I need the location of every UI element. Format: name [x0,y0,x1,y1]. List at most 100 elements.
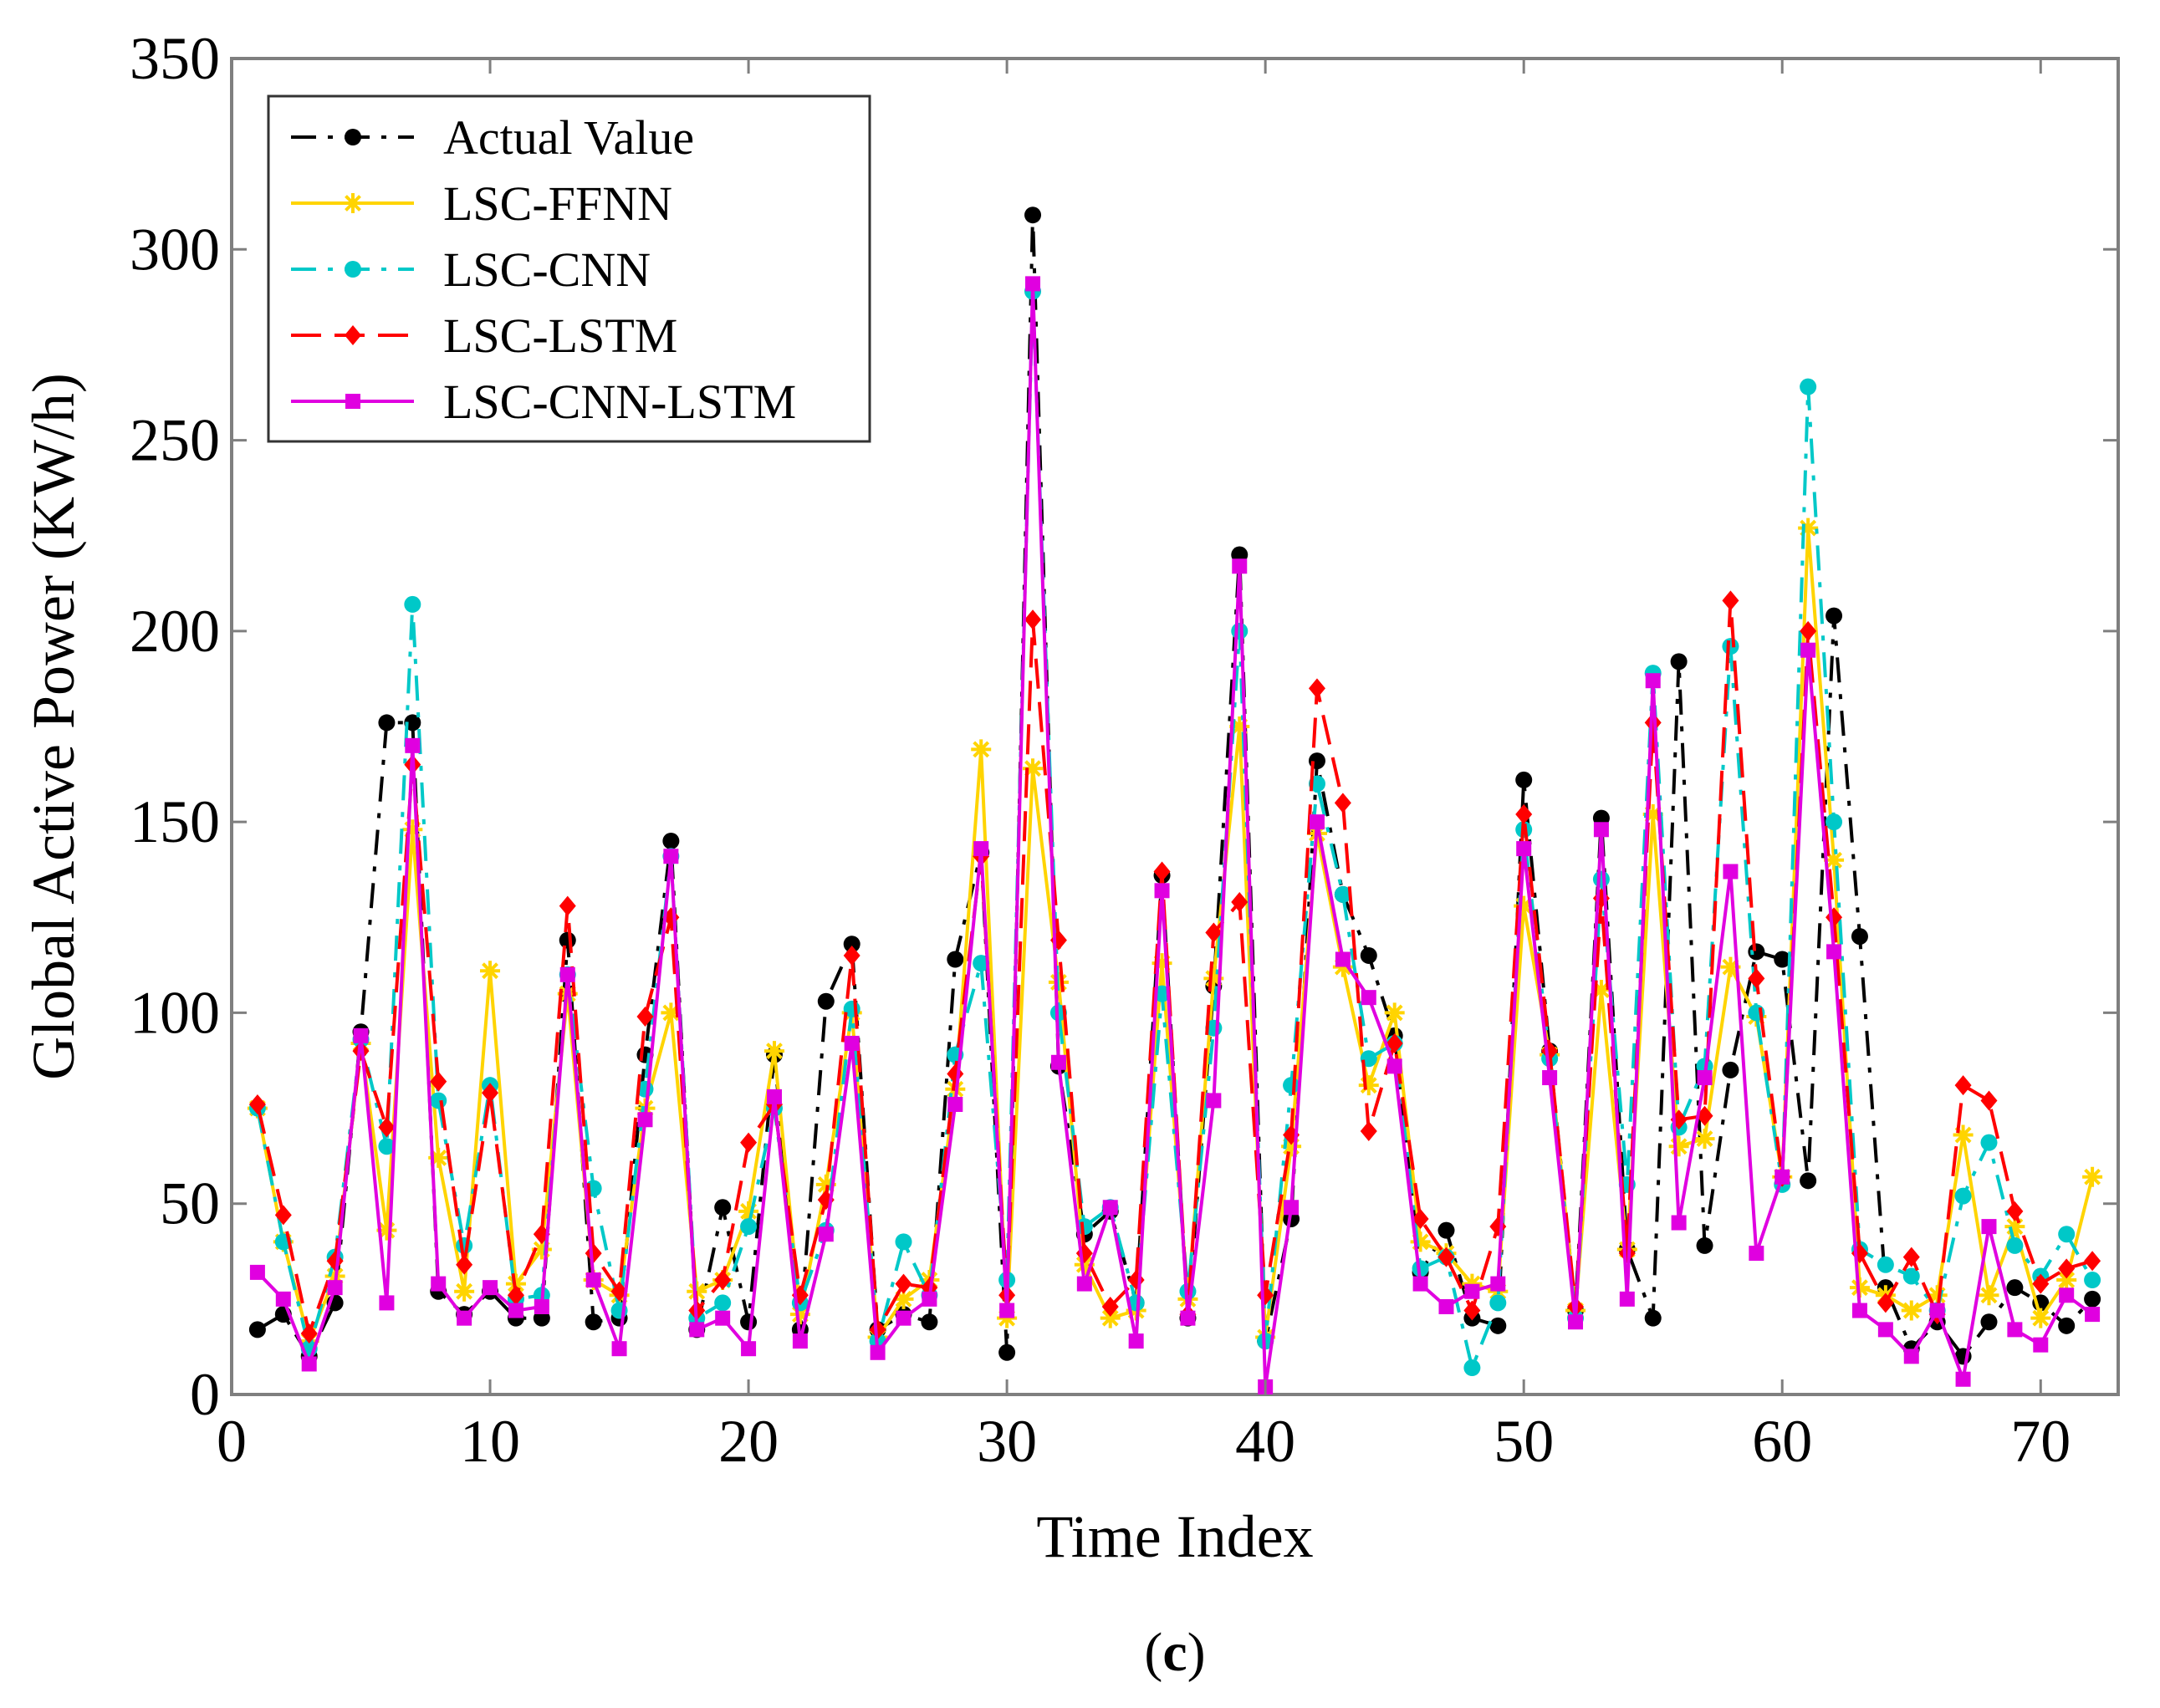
legend-item: LSC-LSTM [291,308,677,363]
data-point [1954,1187,1972,1205]
series-line [256,282,2094,1389]
panel-caption: (c) [1144,1622,1205,1683]
data-point [1696,1105,1713,1126]
data-point [663,849,679,864]
data-point [1902,1247,1920,1267]
data-point [1025,276,1041,292]
data-point [1203,968,1224,989]
data-point [456,1254,473,1275]
data-point [376,1220,397,1241]
data-point [1670,653,1688,670]
data-point [1798,517,1819,538]
data-point [1515,804,1533,825]
data-point [1128,1333,1144,1349]
legend-marker [343,193,363,213]
data-point [428,1147,449,1168]
data-point [740,1313,758,1331]
data-point [2084,1290,2101,1308]
x-tick-label: 50 [1494,1408,1554,1475]
data-point [1335,951,1351,967]
data-point [431,1276,447,1292]
data-point [531,1239,552,1260]
data-point [1232,558,1248,574]
data-point [1902,1267,1920,1285]
data-point [1463,1300,1481,1321]
x-axis-title: Time Index [1036,1503,1313,1570]
data-point [2058,1226,2076,1243]
data-point [1023,758,1044,779]
data-point [1668,1136,1689,1157]
data-point [1102,1200,1118,1216]
data-point [301,1356,317,1372]
x-tick-label: 30 [977,1408,1037,1475]
data-point [1722,638,1739,655]
data-point [2058,1258,2076,1279]
data-point [1437,1221,1455,1239]
data-point [1384,1002,1405,1023]
data-point [1720,956,1741,977]
data-point [844,1035,860,1051]
data-point [922,1291,937,1307]
data-point [1412,1208,1429,1229]
legend-marker [345,325,361,345]
data-point [1927,1285,1948,1306]
data-point [1284,1200,1300,1216]
data-point [714,1199,732,1216]
data-point [1412,1276,1428,1292]
data-point [1877,1322,1893,1338]
y-tick-label: 100 [130,979,220,1046]
data-point [430,1071,447,1092]
data-point [378,1117,396,1138]
data-point [1981,1219,1997,1235]
data-point [405,737,421,753]
data-point [815,1174,836,1195]
data-point [456,1236,473,1254]
data-point [763,1041,784,1062]
data-point [353,1027,369,1043]
data-point [1024,609,1042,630]
data-point [2006,1279,2024,1297]
data-point [1774,951,1791,968]
data-point [1877,1256,1894,1273]
legend-item: Actual Value [291,110,694,165]
data-point [637,1112,653,1128]
data-point [843,945,860,966]
legend-item: LSC-CNN-LSTM [291,375,796,429]
data-point [1332,956,1353,977]
data-point [1591,980,1611,1001]
data-point [508,1303,523,1318]
data-point [402,819,423,840]
x-tick-label: 20 [718,1408,779,1475]
legend-marker [345,261,361,278]
legend-marker [345,394,360,409]
data-point [1800,1172,1817,1190]
data-point [2084,1272,2101,1289]
legend-item: LSC-FFNN [291,176,672,231]
legend-label: LSC-FFNN [443,176,672,231]
data-point [1593,822,1609,838]
legend-label: Actual Value [443,110,694,165]
data-point [378,1138,396,1155]
data-point [741,1341,757,1357]
data-point [249,1264,265,1280]
data-point [740,1218,758,1236]
data-point [1024,206,1042,224]
data-point [1542,1070,1558,1086]
data-point [1074,1254,1095,1275]
data-point [714,1294,732,1312]
y-tick-label: 50 [160,1170,220,1237]
data-point [611,1341,627,1357]
data-point [1229,716,1250,737]
data-point [1231,892,1249,913]
data-point [1463,1359,1481,1377]
data-point [430,1092,447,1109]
data-point [1309,814,1325,830]
data-point [1592,870,1610,888]
caption-open-paren: ( [1144,1622,1162,1683]
data-point [792,1333,808,1349]
data-point [1568,1314,1584,1330]
y-axis-title: Global Active Power (KW/h) [20,373,87,1080]
data-point [1490,1276,1506,1292]
caption-letter: c [1162,1622,1187,1683]
data-point [1180,1310,1196,1326]
